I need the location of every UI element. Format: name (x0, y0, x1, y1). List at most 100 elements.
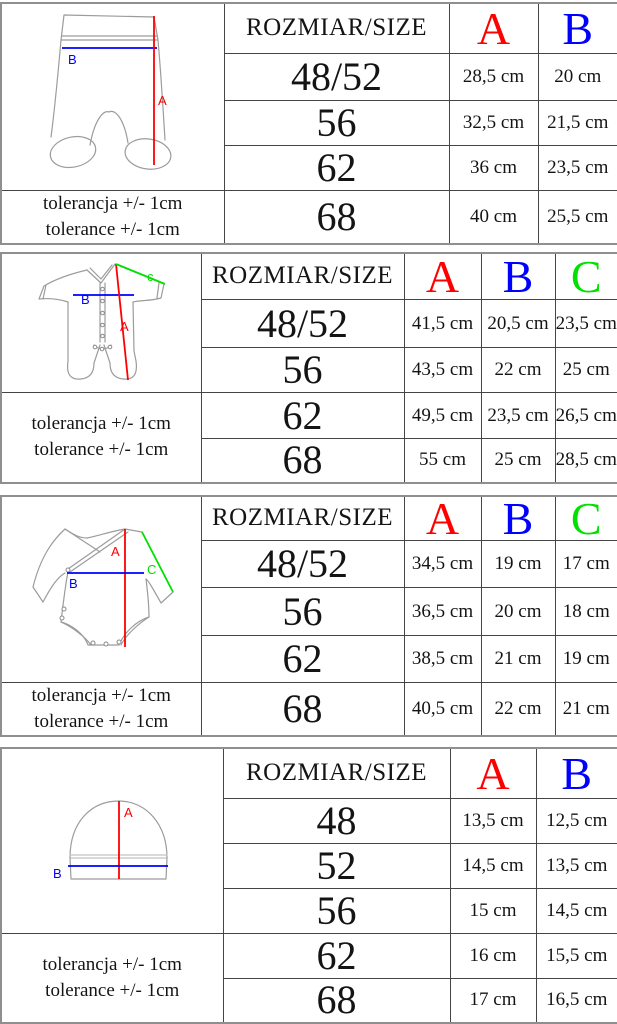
value-cell: 14,5 cm (449, 842, 537, 889)
table-row: 56 43,5 cm 22 cm 25 cm (1, 347, 617, 393)
table-row: 48 13,5 cm 12,5 cm (1, 797, 617, 844)
value-cell: 38,5 cm (403, 635, 482, 683)
value-cell: 43,5 cm (403, 347, 482, 393)
measure-label-a: A (111, 544, 120, 559)
size-cell: 52 (222, 842, 451, 889)
size-header: ROZMIAR/SIZE (200, 252, 405, 300)
value-cell: 55 cm (403, 438, 482, 483)
romper-sketch-icon: B A c (38, 262, 166, 380)
column-header-b: B (537, 2, 617, 54)
garment-sketch-cell: A B (0, 747, 224, 934)
value-cell: 17 cm (554, 540, 617, 588)
table-row: 48/52 41,5 cm 20,5 cm 23,5 cm (1, 299, 617, 348)
column-header-c: C (554, 495, 617, 541)
measure-label-a: A (120, 319, 129, 334)
size-cell: 68 (200, 438, 405, 483)
size-cell: 68 (222, 977, 451, 1024)
table-row: tolerancja +/- 1cm tolerance +/- 1cm 62 … (0, 392, 617, 483)
value-cell: 15 cm (449, 887, 537, 934)
column-header-b: B (480, 495, 556, 541)
value-cell: 19 cm (480, 540, 556, 588)
size-cell: 68 (223, 189, 450, 244)
tolerance-line-en: tolerance +/- 1cm (45, 218, 180, 240)
measure-label-a: A (124, 805, 133, 820)
tolerance-cell: tolerancja +/- 1cm tolerance +/- 1cm (0, 682, 202, 737)
value-cell: 13,5 cm (449, 797, 537, 844)
size-cell: 68 (200, 682, 405, 737)
size-header: ROZMIAR/SIZE (200, 495, 405, 541)
value-cell: 19 cm (554, 635, 617, 683)
value-cell: 49,5 cm (403, 392, 482, 439)
value-cell: 25 cm (480, 438, 556, 483)
value-cell: 20 cm (480, 587, 556, 636)
size-cell: 48/52 (200, 299, 405, 348)
value-cell: 13,5 cm (535, 842, 617, 889)
value-cell: 26,5 cm (554, 392, 617, 439)
garment-sketch-cell: A B C (0, 495, 202, 683)
section-romper: B A c ROZMIAR/SIZE A B C 48/52 41,5 cm 2… (0, 251, 617, 484)
value-cell: 17 cm (449, 977, 537, 1024)
table-row: 68 55 cm 25 cm 28,5 cm (1, 438, 617, 483)
size-cell: 56 (222, 887, 451, 934)
value-cell: 20 cm (537, 52, 617, 101)
size-cell: 62 (200, 635, 405, 683)
value-cell: 15,5 cm (535, 932, 617, 979)
size-cell: 56 (200, 587, 405, 636)
tolerance-line-pl: tolerancja +/- 1cm (31, 685, 171, 706)
tolerance-line-en: tolerance +/- 1cm (34, 439, 169, 461)
size-header: ROZMIAR/SIZE (222, 747, 451, 799)
size-cell: 56 (200, 347, 405, 393)
size-cell: 62 (200, 392, 405, 439)
section-bodysuit: A B C ROZMIAR/SIZE A B C 48/52 34,5 cm 1… (0, 494, 617, 737)
tolerance-cell: tolerancja +/- 1cm tolerance +/- 1cm (0, 392, 202, 483)
value-cell: 28,5 cm (554, 438, 617, 483)
garment-sketch-cell: B A c (0, 252, 202, 393)
value-cell: 28,5 cm (448, 52, 539, 101)
value-cell: 25,5 cm (537, 189, 617, 244)
table-row: tolerancja +/- 1cm tolerance +/- 1cm 68 … (0, 682, 617, 737)
table-row: 52 14,5 cm 13,5 cm (1, 842, 617, 889)
value-cell: 41,5 cm (403, 299, 482, 348)
value-cell: 23,5 cm (537, 144, 617, 191)
column-header-b: B (480, 252, 556, 300)
value-cell: 23,5 cm (480, 392, 556, 439)
size-header: ROZMIAR/SIZE (223, 2, 450, 54)
size-table-bodysuit: A B C ROZMIAR/SIZE A B C 48/52 34,5 cm 1… (0, 494, 617, 737)
measure-label-c: c (147, 269, 154, 284)
tolerance-cell: tolerancja +/- 1cm tolerance +/- 1cm (0, 932, 224, 1024)
garment-sketch-cell: B A (0, 2, 225, 191)
footed-pants-sketch-icon: B A (49, 14, 172, 171)
size-cell: 48/52 (223, 52, 450, 101)
table-row: 56 32,5 cm 21,5 cm (1, 99, 617, 146)
table-row: 48/52 28,5 cm 20 cm (1, 52, 617, 101)
tolerance-line-pl: tolerancja +/- 1cm (42, 953, 182, 975)
value-cell: 34,5 cm (403, 540, 482, 588)
tolerance-line-en: tolerance +/- 1cm (45, 979, 180, 1001)
size-cell: 62 (222, 932, 451, 979)
measure-label-b: B (69, 576, 78, 591)
measure-label-b: B (53, 866, 62, 881)
measure-label-a: A (158, 93, 167, 108)
table-row: tolerancja +/- 1cm tolerance +/- 1cm 62 … (0, 932, 617, 1024)
tolerance-line-pl: tolerancja +/- 1cm (43, 192, 183, 214)
value-cell: 32,5 cm (448, 99, 539, 146)
tolerance-line-en: tolerance +/- 1cm (34, 711, 169, 732)
value-cell: 16,5 cm (535, 977, 617, 1024)
size-cell: 62 (223, 144, 450, 191)
tolerance-line-pl: tolerancja +/- 1cm (31, 413, 171, 435)
size-cell: 48 (222, 797, 451, 844)
column-header-a: A (403, 252, 482, 300)
value-cell: 12,5 cm (535, 797, 617, 844)
measure-label-b: B (68, 52, 77, 67)
value-cell: 21,5 cm (537, 99, 617, 146)
table-row: tolerancja +/- 1cm tolerance +/- 1cm 68 … (0, 189, 617, 244)
value-cell: 40 cm (448, 189, 539, 244)
value-cell: 40,5 cm (403, 682, 482, 737)
size-table-romper: B A c ROZMIAR/SIZE A B C 48/52 41,5 cm 2… (0, 251, 617, 484)
value-cell: 36 cm (448, 144, 539, 191)
column-header-a: A (448, 2, 539, 54)
table-row: 62 38,5 cm 21 cm 19 cm (1, 635, 617, 683)
size-cell: 48/52 (200, 540, 405, 588)
measure-label-b: B (81, 292, 90, 307)
